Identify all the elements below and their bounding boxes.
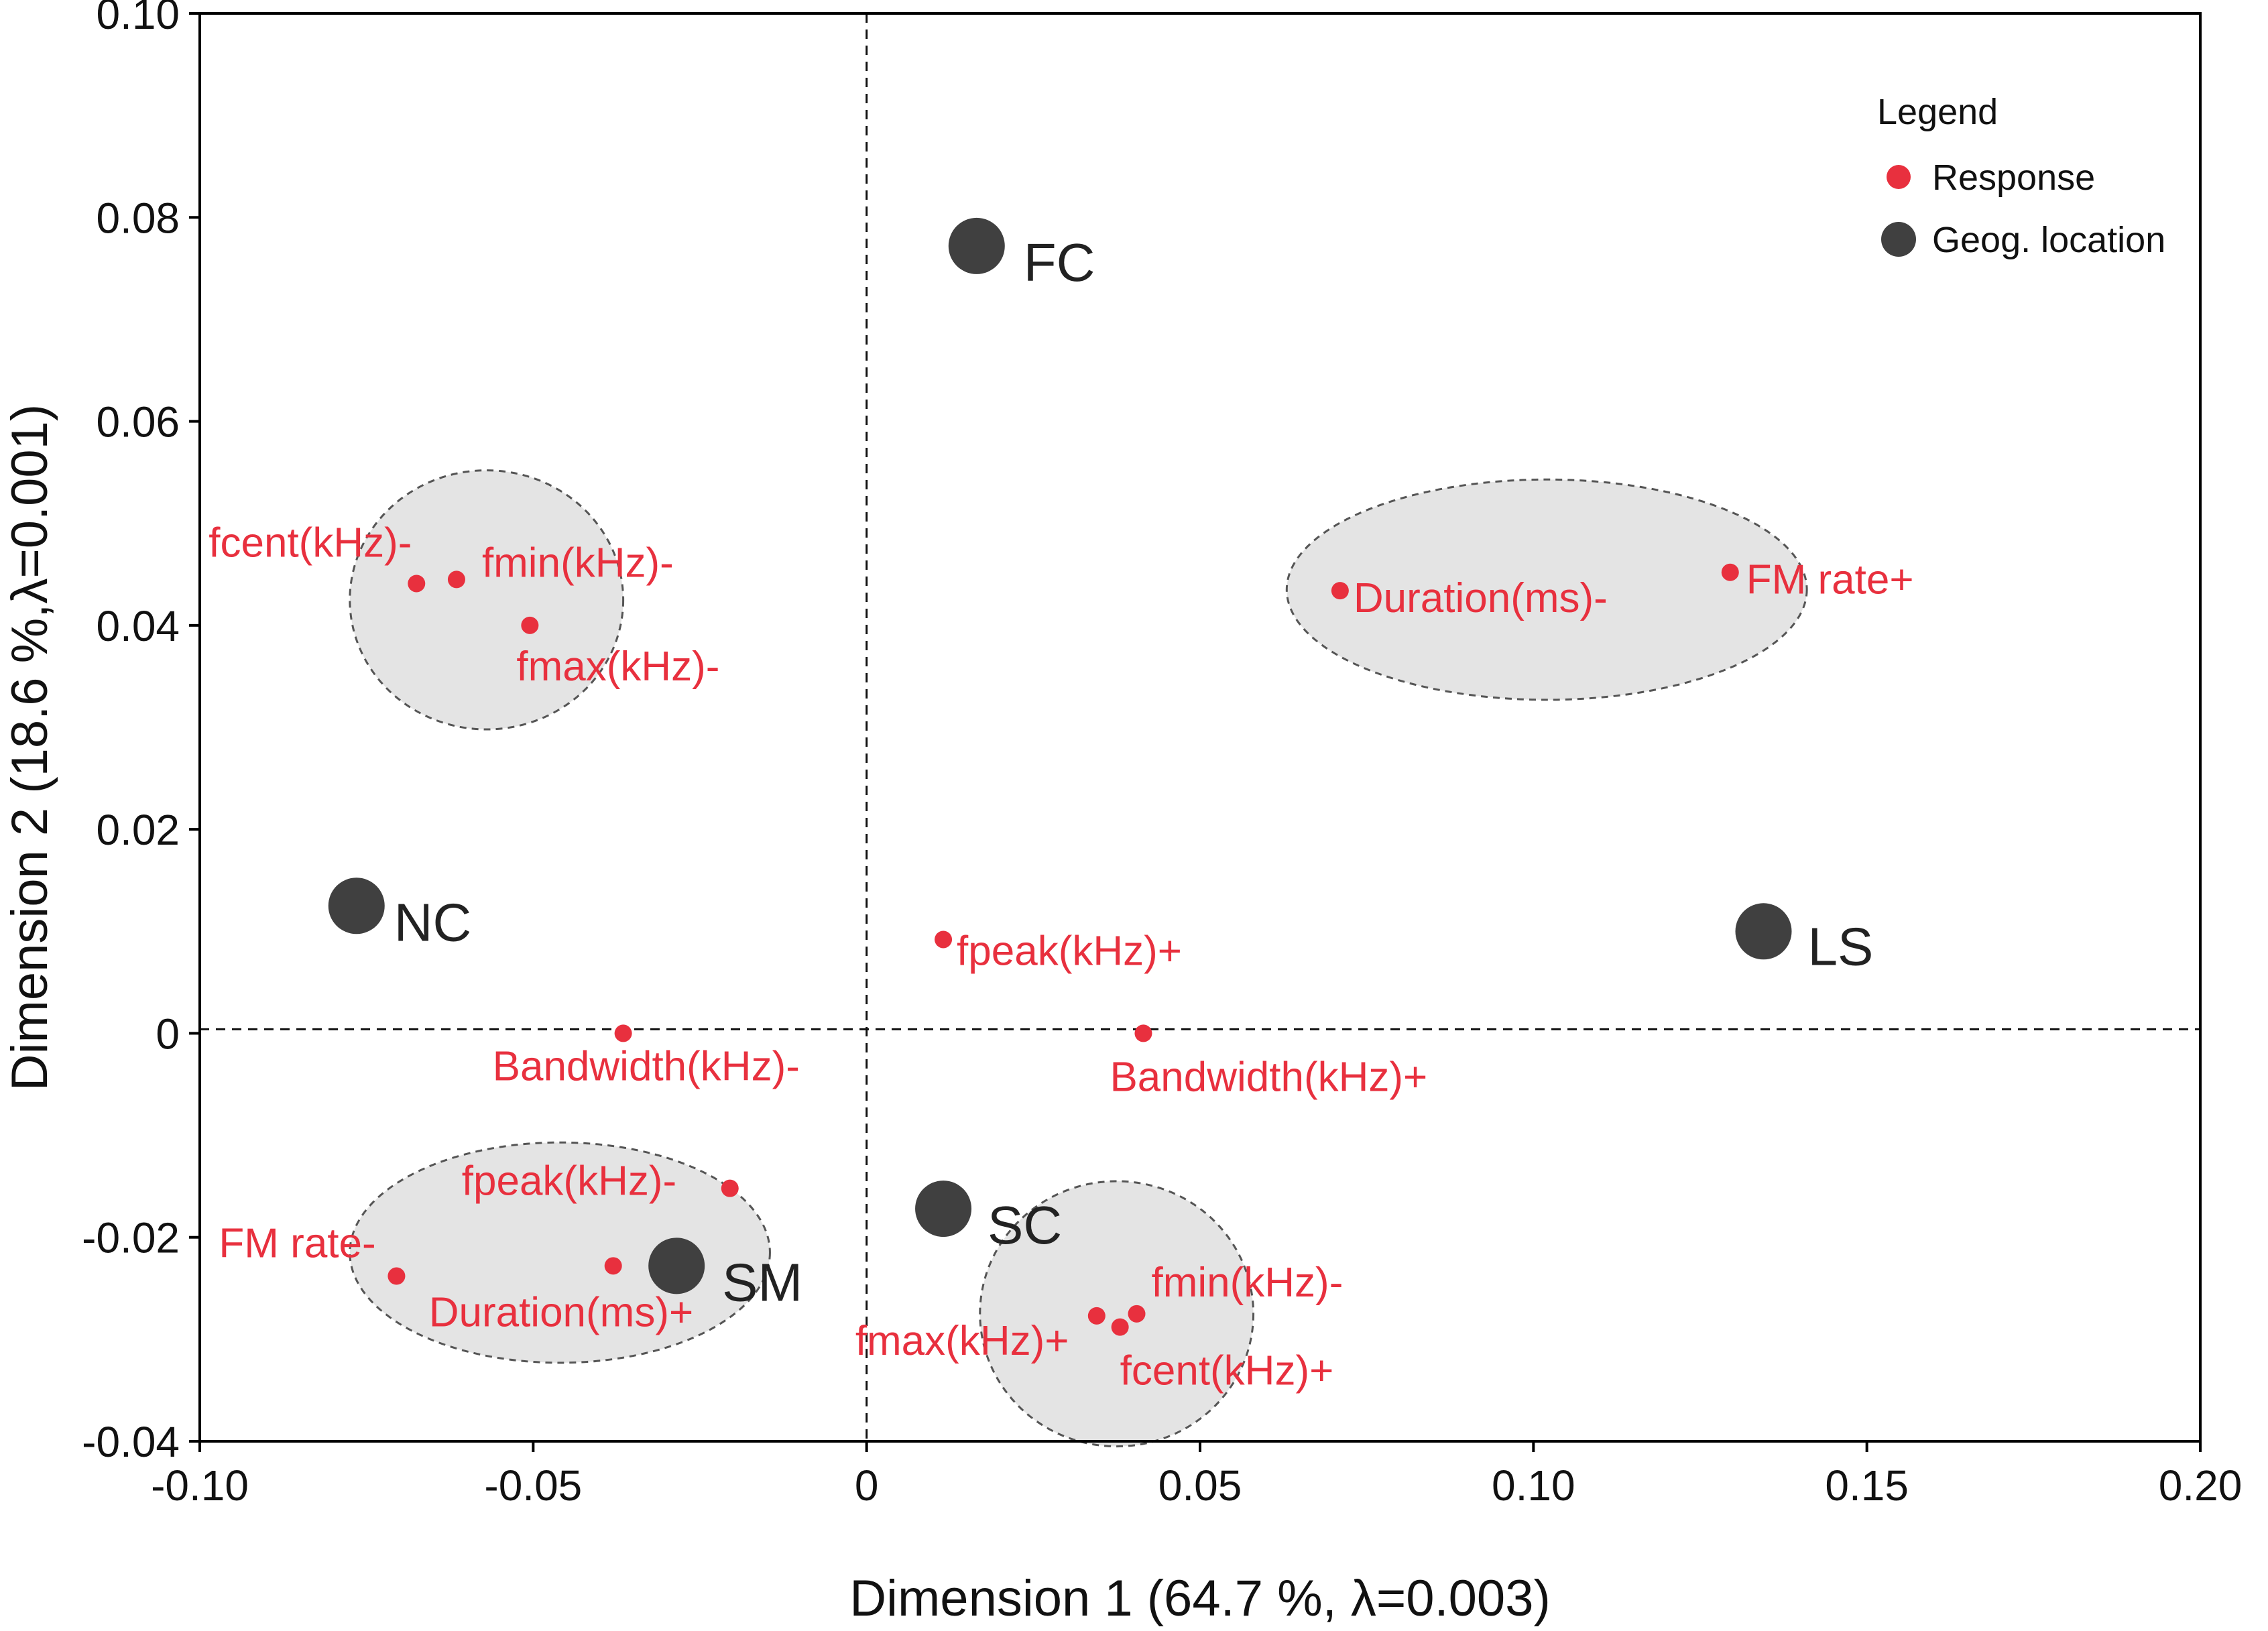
response-label-fmax-khz: fmax(kHz)+	[855, 1318, 1069, 1364]
response-label-fpeak-khz: fpeak(kHz)+	[957, 928, 1182, 974]
location-point-sm	[648, 1237, 705, 1294]
response-point-fmin-khz	[1128, 1305, 1146, 1323]
response-point-fmax-khz	[521, 616, 539, 634]
legend-marker-response	[1887, 165, 1911, 189]
response-label-duration-ms: Duration(ms)+	[429, 1289, 694, 1335]
reference-lines	[200, 13, 2200, 1441]
y-tick-label: -0.02	[82, 1214, 180, 1262]
response-label-fcent-khz: fcent(kHz)-	[208, 520, 412, 566]
y-axis-title: Dimension 2 (18.6 %,λ=0.001)	[1, 404, 58, 1091]
y-tick-label: 0.02	[96, 806, 180, 854]
legend-label-geog-location: Geog. location	[1932, 220, 2165, 260]
response-label-fm-rate: FM rate+	[1746, 557, 1914, 603]
response-point-fmin-khz	[447, 570, 465, 589]
x-tick-label: 0	[855, 1461, 879, 1510]
response-point-fmax-khz	[1087, 1307, 1106, 1325]
location-label-fc: FC	[1024, 233, 1095, 292]
response-label-fmin-khz: fmin(kHz)-	[1152, 1260, 1344, 1306]
response-point-fpeak-khz	[935, 930, 953, 949]
response-point-fcent-khz	[408, 575, 426, 593]
location-point-sc	[915, 1181, 972, 1237]
y-tick-label: 0	[156, 1010, 180, 1058]
x-tick-label: 0.15	[1825, 1461, 1909, 1510]
y-tick-label: 0.06	[96, 398, 180, 446]
legend-label-response: Response	[1932, 158, 2095, 198]
location-label-sc: SC	[988, 1195, 1062, 1255]
response-point-duration-ms	[604, 1257, 622, 1275]
response-label-bandwidth-khz: Bandwidth(kHz)+	[1110, 1054, 1427, 1100]
x-tick-label: -0.10	[151, 1461, 249, 1510]
y-tick-label: 0.08	[96, 194, 180, 242]
response-point-duration-ms	[1331, 582, 1349, 600]
location-point-nc	[328, 878, 385, 934]
y-tick-label: 0.04	[96, 602, 180, 650]
cluster-upper-left	[349, 469, 625, 731]
response-label-fm-rate: FM rate-	[219, 1221, 375, 1267]
response-label-bandwidth-khz: Bandwidth(kHz)-	[493, 1043, 800, 1089]
legend-marker-geog-location	[1881, 222, 1916, 257]
response-point-fcent-khz	[1111, 1318, 1129, 1336]
response-label-fpeak-khz: fpeak(kHz)-	[462, 1158, 676, 1205]
response-label-duration-ms: Duration(ms)-	[1354, 575, 1608, 621]
legend: Legend Response Geog. location	[1877, 92, 2165, 260]
location-label-sm: SM	[722, 1252, 802, 1312]
y-tick-label: 0.10	[96, 0, 180, 38]
location-label-ls: LS	[1807, 916, 1873, 976]
response-label-fmax-khz: fmax(kHz)-	[516, 644, 719, 690]
y-axis: 0.10 0.08 0.06 0.04 0.02 0 -0.02 -0.04	[82, 0, 200, 1466]
response-point-fpeak-khz	[721, 1179, 739, 1197]
cluster-upper-right	[1285, 478, 1808, 701]
point-labels: fcent(kHz)- fmin(kHz)- fmax(kHz)- Duration(…	[208, 233, 1913, 1394]
x-tick-label: 0.20	[2159, 1461, 2243, 1510]
y-tick-label: -0.04	[82, 1418, 180, 1466]
data-points	[328, 217, 1792, 1336]
legend-title: Legend	[1877, 92, 1998, 132]
response-point-fm-rate	[1721, 563, 1739, 581]
cluster-ellipses	[349, 469, 1808, 1448]
response-point-bandwidth-khz	[1134, 1024, 1152, 1042]
response-label-fcent-khz: fcent(kHz)+	[1120, 1348, 1334, 1394]
location-point-ls	[1735, 903, 1792, 960]
x-tick-label: -0.05	[484, 1461, 582, 1510]
location-point-fc	[948, 217, 1005, 274]
response-point-fm-rate	[387, 1267, 406, 1285]
x-axis-title: Dimension 1 (64.7 %, λ=0.003)	[849, 1570, 1551, 1627]
response-point-bandwidth-khz	[614, 1024, 632, 1042]
x-tick-label: 0.10	[1492, 1461, 1575, 1510]
x-axis: -0.10 -0.05 0 0.05 0.10 0.15 0.20	[151, 1441, 2242, 1510]
cluster-lower-right	[979, 1180, 1255, 1448]
cluster-lower-left	[349, 1141, 771, 1364]
response-label-fmin-khz: fmin(kHz)-	[482, 540, 674, 586]
x-tick-label: 0.05	[1158, 1461, 1242, 1510]
location-label-nc: NC	[394, 892, 472, 952]
